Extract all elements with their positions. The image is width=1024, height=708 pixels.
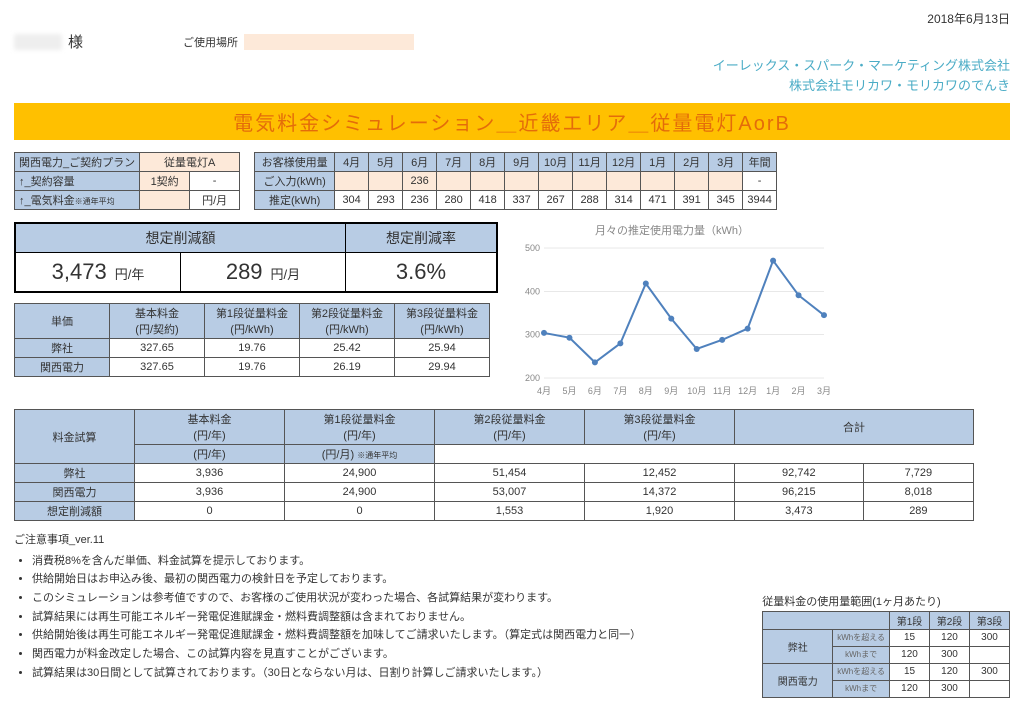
title-banner: 電気料金シミュレーション＿近畿エリア＿従量電灯AorB — [14, 103, 1010, 140]
svg-text:7月: 7月 — [613, 386, 627, 396]
svg-text:500: 500 — [525, 243, 540, 253]
svg-text:2月: 2月 — [792, 386, 806, 396]
svg-text:10月: 10月 — [687, 386, 706, 396]
usage-table: お客様使用量4月5月6月7月8月9月10月11月12月1月2月3月年間 ご入力(… — [254, 152, 777, 210]
svg-text:12月: 12月 — [738, 386, 757, 396]
svg-text:8月: 8月 — [639, 386, 653, 396]
svg-text:5月: 5月 — [562, 386, 576, 396]
doc-date: 2018年6月13日 — [14, 10, 1010, 27]
use-place: ご使用場所 — [183, 34, 414, 50]
svg-text:300: 300 — [525, 330, 540, 340]
savings-summary: 想定削減額 3,473円/年 289円/月 想定削減率 3.6% — [14, 222, 498, 293]
svg-text:3月: 3月 — [817, 386, 831, 396]
usage-chart: 月々の推定使用電力量（kWh） 2003004005004月5月6月7月8月9月… — [512, 222, 832, 403]
svg-text:9月: 9月 — [664, 386, 678, 396]
svg-text:6月: 6月 — [588, 386, 602, 396]
svg-text:400: 400 — [525, 286, 540, 296]
unit-rates-table: 単価基本料金(円/契約)第1段従量料金(円/kWh)第2段従量料金(円/kWh)… — [14, 303, 490, 377]
company-info: イーレックス・スパーク・マーケティング株式会社 株式会社モリカワ・モリカワのでん… — [14, 56, 1010, 95]
svg-text:200: 200 — [525, 373, 540, 383]
svg-text:1月: 1月 — [766, 386, 780, 396]
customer-name: 様 — [14, 31, 83, 52]
svg-text:4月: 4月 — [537, 386, 551, 396]
tier-table: 第1段第2段第3段 弊社kWhを超える15120300kWhまで120300関西… — [762, 611, 1010, 698]
tier-title: 従量料金の使用量範囲(1ヶ月あたり) — [762, 593, 1010, 609]
contract-plan-table: 関西電力_ご契約プラン従量電灯A ↑_契約容量1契約- ↑_電気料金※通年平均円… — [14, 152, 240, 210]
estimate-table: 料金試算基本料金(円/年)第1段従量料金(円/年)第2段従量料金(円/年)第3段… — [14, 409, 974, 521]
svg-text:11月: 11月 — [713, 386, 731, 396]
